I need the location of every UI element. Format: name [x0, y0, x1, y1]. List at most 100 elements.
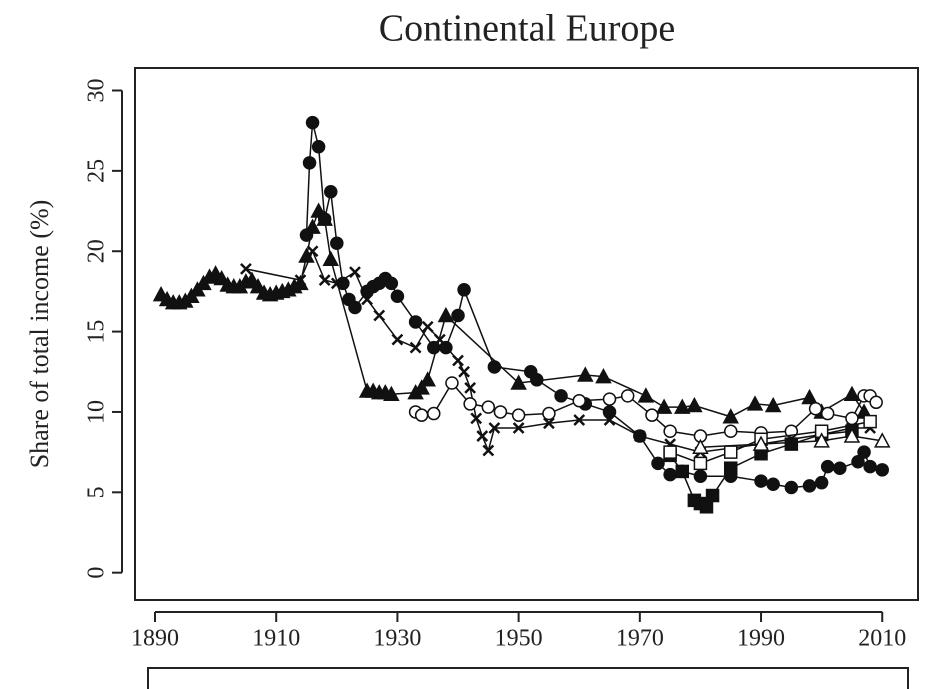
point [577, 366, 594, 382]
point [863, 414, 877, 429]
point [510, 374, 527, 390]
x-tick-label: 2010 [858, 626, 906, 652]
point [602, 392, 617, 406]
x-tick-label: 1930 [373, 626, 421, 652]
point [813, 432, 830, 448]
point [603, 414, 616, 426]
point [746, 395, 764, 411]
point [414, 408, 429, 422]
point [361, 293, 373, 306]
y-axis-label: Share of total income (%) [25, 200, 54, 469]
point [451, 308, 465, 323]
y-tick-label: 5 [84, 486, 110, 498]
point [457, 283, 471, 297]
x-tick-label: 1990 [737, 626, 785, 652]
y-tick-label: 20 [84, 239, 110, 263]
point [723, 461, 738, 475]
point [843, 427, 861, 443]
point [512, 422, 525, 434]
point [384, 276, 399, 291]
point [383, 385, 400, 402]
point [530, 373, 544, 387]
point [693, 456, 708, 471]
point [602, 405, 617, 419]
point [675, 464, 690, 479]
point [875, 463, 889, 477]
point [437, 306, 455, 323]
point [488, 422, 501, 434]
point [784, 480, 799, 495]
point [240, 263, 252, 275]
point [464, 381, 477, 394]
point [427, 406, 441, 421]
point [463, 397, 477, 411]
point [651, 456, 665, 471]
point [573, 414, 586, 426]
point [833, 461, 847, 475]
point [487, 360, 502, 374]
point [330, 236, 344, 250]
point [595, 368, 612, 384]
plot-frame [134, 67, 919, 601]
point [572, 393, 586, 408]
point [692, 438, 709, 455]
point [663, 445, 677, 459]
x-tick-label: 1910 [252, 626, 300, 652]
point [373, 309, 386, 322]
point [421, 320, 434, 333]
point [843, 385, 861, 402]
point [476, 430, 489, 442]
point [330, 277, 343, 290]
y-tick-label: 0 [84, 567, 110, 579]
point [801, 388, 818, 405]
point [705, 488, 720, 503]
point [620, 389, 635, 403]
x-tick-label: 1950 [495, 626, 543, 652]
point [427, 340, 441, 355]
x-tick-label: 1890 [131, 626, 179, 652]
point [645, 408, 659, 422]
point [318, 274, 331, 287]
point [851, 455, 865, 469]
legend-box [147, 667, 909, 689]
point [723, 424, 738, 438]
y-tick-label: 25 [84, 159, 110, 183]
point [637, 387, 655, 403]
point [766, 477, 780, 492]
point [663, 424, 677, 438]
point [820, 459, 835, 474]
point [820, 406, 835, 421]
point [408, 315, 423, 329]
point [686, 396, 703, 413]
point [663, 467, 677, 482]
y-tick-label: 10 [84, 400, 110, 424]
point [655, 398, 673, 414]
point [348, 300, 362, 315]
point [802, 479, 817, 493]
y-tick-label: 15 [84, 320, 110, 344]
point [433, 333, 446, 346]
point [857, 445, 871, 459]
point [869, 395, 883, 410]
point [808, 401, 823, 416]
point [481, 400, 496, 414]
point [863, 459, 877, 474]
point [409, 341, 422, 354]
point [294, 274, 307, 287]
point [673, 398, 691, 414]
point [482, 444, 495, 457]
point [814, 475, 829, 490]
point [322, 250, 340, 267]
point [445, 376, 459, 390]
point [413, 379, 430, 395]
point [302, 156, 317, 170]
point [317, 212, 332, 226]
point [390, 289, 405, 303]
point [511, 408, 526, 422]
point [391, 333, 404, 346]
point [305, 115, 320, 130]
point [470, 412, 483, 425]
point [554, 389, 568, 403]
point [299, 228, 314, 242]
point [458, 365, 470, 378]
